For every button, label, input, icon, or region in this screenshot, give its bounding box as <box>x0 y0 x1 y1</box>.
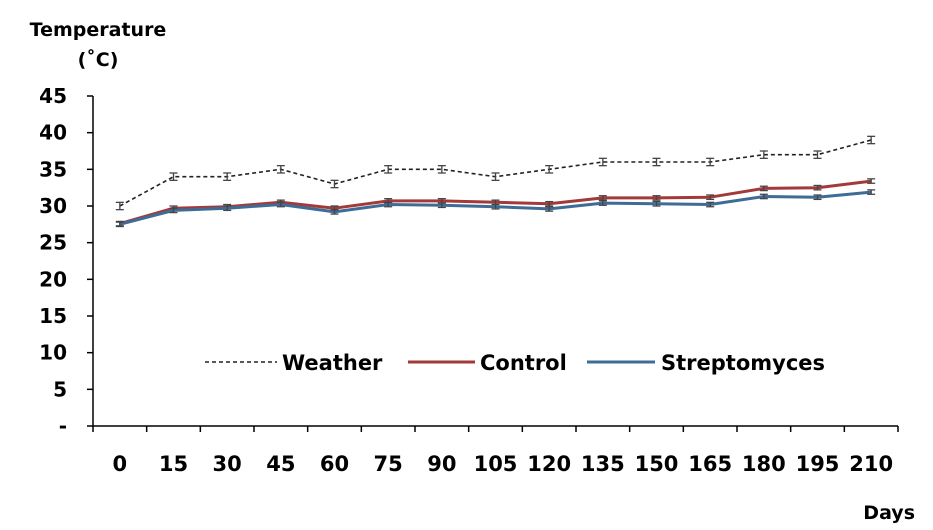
legend-label-streptomyces: Streptomyces <box>661 351 825 375</box>
axes: - 5 10 15 20 25 30 35 40 45 0 15 30 45 60 75 90 105 120 135… <box>39 84 899 476</box>
y-axis-title-line2: (˚C) <box>78 48 119 71</box>
error-bar-weather <box>115 201 124 211</box>
error-bar-streptomyces <box>169 207 178 214</box>
error-bar-control <box>652 195 661 201</box>
error-bar-weather <box>330 179 339 189</box>
error-bar-streptomyces <box>598 200 607 206</box>
x-tick-label: 210 <box>849 452 893 476</box>
error-bar-weather <box>276 165 285 174</box>
error-bar-weather <box>223 172 232 181</box>
x-tick-label: 0 <box>113 452 128 476</box>
legend-label-weather: Weather <box>282 351 383 375</box>
error-bar-streptomyces <box>867 189 876 195</box>
error-bar-weather <box>384 165 393 174</box>
x-tick-label: 165 <box>688 452 732 476</box>
y-tick-label: 45 <box>39 84 67 108</box>
error-bar-weather <box>652 157 661 167</box>
error-bar-weather <box>867 135 876 145</box>
y-tick-label: 40 <box>39 121 67 145</box>
x-tick-label: 90 <box>427 452 456 476</box>
error-bar-streptomyces <box>813 194 822 201</box>
error-bar-weather <box>491 172 500 181</box>
series-streptomyces <box>115 189 876 228</box>
error-bar-weather <box>437 165 446 174</box>
error-bar-streptomyces <box>223 205 232 212</box>
x-tick-label: 60 <box>320 452 349 476</box>
error-bar-weather <box>759 150 768 159</box>
series-layer <box>115 135 876 228</box>
legend-label-control: Control <box>480 351 567 375</box>
y-tick-label: 15 <box>39 304 67 328</box>
error-bar-control <box>813 184 822 191</box>
legend: Weather Control Streptomyces <box>205 351 825 375</box>
y-tick-label: 35 <box>39 157 67 181</box>
error-bar-streptomyces <box>706 201 715 208</box>
x-tick-label: 180 <box>742 452 786 476</box>
error-bar-control <box>598 195 607 201</box>
y-tick-label: 20 <box>39 267 67 291</box>
y-tick-label: 5 <box>53 377 67 401</box>
x-axis-title: Days <box>863 502 915 524</box>
error-bar-control <box>759 185 768 192</box>
y-tick-label: - <box>59 414 67 438</box>
series-weather <box>115 135 876 211</box>
x-tick-label: 30 <box>213 452 242 476</box>
x-tick-label: 75 <box>374 452 403 476</box>
x-tick-label: 150 <box>635 452 679 476</box>
error-bar-streptomyces <box>759 193 768 200</box>
error-bar-streptomyces <box>276 201 285 208</box>
error-bar-weather <box>813 150 822 159</box>
y-axis-title-line1: Temperature <box>30 19 167 41</box>
error-bar-weather <box>169 172 178 181</box>
x-tick-label: 120 <box>527 452 571 476</box>
error-bar-weather <box>706 157 715 167</box>
x-tick-label: 15 <box>159 452 188 476</box>
error-bar-control <box>867 178 876 184</box>
error-bar-control <box>545 200 554 207</box>
y-tick-label: 30 <box>39 194 67 218</box>
y-tick-label: 25 <box>39 231 67 255</box>
error-bar-streptomyces <box>330 209 339 215</box>
error-bar-streptomyces <box>384 201 393 208</box>
error-bar-streptomyces <box>437 202 446 209</box>
y-tick-label: 10 <box>39 341 67 365</box>
x-tick-label: 105 <box>474 452 518 476</box>
error-bar-control <box>706 194 715 201</box>
error-bar-streptomyces <box>545 206 554 212</box>
error-bar-streptomyces <box>115 221 124 228</box>
x-tick-label: 195 <box>796 452 840 476</box>
error-bar-weather <box>545 165 554 174</box>
error-bar-streptomyces <box>652 200 661 207</box>
series-control <box>115 178 876 227</box>
x-tick-label: 45 <box>266 452 295 476</box>
error-bar-weather <box>598 157 607 167</box>
error-bar-streptomyces <box>491 203 500 210</box>
x-tick-label: 135 <box>581 452 625 476</box>
